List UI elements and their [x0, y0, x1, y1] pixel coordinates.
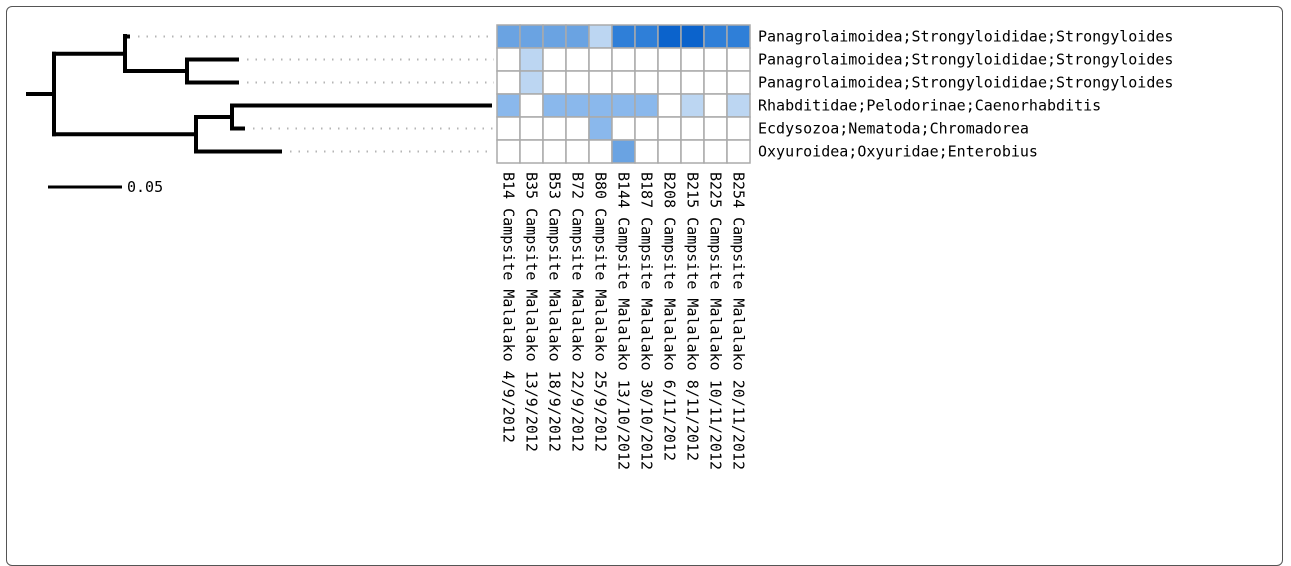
scale-bar: 0.05 — [48, 178, 163, 196]
taxon-label: Panagrolaimoidea;Strongyloididae;Strongy… — [758, 51, 1173, 69]
heatmap-cell — [565, 93, 590, 118]
heatmap-cell — [611, 24, 636, 49]
heatmap-cell — [542, 24, 567, 49]
sample-label: B53 Campsite Malalako 18/9/2012 — [546, 172, 564, 452]
phylogenetic-tree — [26, 34, 492, 154]
heatmap-cell — [588, 47, 613, 72]
heatmap-cell — [657, 139, 682, 164]
sample-label: B225 Campsite Malalako 10/11/2012 — [707, 172, 725, 470]
heatmap-cell — [726, 24, 751, 49]
heatmap-cell — [611, 93, 636, 118]
heatmap-cell — [519, 93, 544, 118]
heatmap-cell — [519, 116, 544, 141]
heatmap-cell — [657, 70, 682, 95]
heatmap-cell — [588, 93, 613, 118]
heatmap-cell — [611, 70, 636, 95]
heatmap-cell — [496, 24, 521, 49]
taxon-labels: Panagrolaimoidea;Strongyloididae;Strongy… — [758, 28, 1173, 161]
taxon-label: Ecdysozoa;Nematoda;Chromadorea — [758, 120, 1029, 138]
heatmap-cell — [565, 70, 590, 95]
heatmap-cell — [588, 70, 613, 95]
heatmap-cell — [519, 139, 544, 164]
heatmap-cell — [519, 70, 544, 95]
heatmap-cell — [542, 47, 567, 72]
taxon-label: Rhabditidae;Pelodorinae;Caenorhabditis — [758, 97, 1101, 115]
heatmap-cell — [496, 47, 521, 72]
heatmap-cell — [726, 116, 751, 141]
heatmap-cell — [611, 47, 636, 72]
sample-label: B72 Campsite Malalako 22/9/2012 — [569, 172, 587, 452]
heatmap-cell — [680, 116, 705, 141]
sample-label: B187 Campsite Malalako 30/10/2012 — [638, 172, 656, 470]
sample-label: B35 Campsite Malalako 13/9/2012 — [523, 172, 541, 452]
heatmap-cell — [634, 70, 659, 95]
scale-bar-label: 0.05 — [127, 178, 163, 196]
heatmap-cell — [542, 93, 567, 118]
heatmap-cell — [519, 47, 544, 72]
sample-label: B208 Campsite Malalako 6/11/2012 — [661, 172, 679, 461]
heatmap-cell — [680, 47, 705, 72]
heatmap-cell — [588, 24, 613, 49]
heatmap-cell — [680, 93, 705, 118]
heatmap-cell — [703, 93, 728, 118]
heatmap-cell — [726, 70, 751, 95]
heatmap-cell — [634, 139, 659, 164]
heatmap-cell — [496, 93, 521, 118]
heatmap-cell — [519, 24, 544, 49]
heatmap-cell — [611, 139, 636, 164]
heatmap-cell — [565, 47, 590, 72]
heatmap-cell — [565, 24, 590, 49]
heatmap-cell — [496, 139, 521, 164]
heatmap-cell — [680, 139, 705, 164]
heatmap-cell — [657, 24, 682, 49]
heatmap-cell — [726, 93, 751, 118]
taxon-label: Oxyuroidea;Oxyuridae;Enterobius — [758, 143, 1038, 161]
heatmap-cell — [565, 116, 590, 141]
sample-label: B80 Campsite Malalako 25/9/2012 — [592, 172, 610, 452]
heatmap-cell — [588, 116, 613, 141]
heatmap-cell — [588, 139, 613, 164]
heatmap-cell — [726, 47, 751, 72]
heatmap-cell — [542, 139, 567, 164]
heatmap-cell — [703, 24, 728, 49]
heatmap-cell — [565, 139, 590, 164]
heatmap-cell — [703, 47, 728, 72]
heatmap-cell — [542, 70, 567, 95]
heatmap-cell — [611, 116, 636, 141]
sample-label: B254 Campsite Malalako 20/11/2012 — [730, 172, 748, 470]
heatmap-cell — [634, 47, 659, 72]
heatmap-cell — [657, 116, 682, 141]
heatmap-cell — [703, 70, 728, 95]
heatmap-cell — [634, 24, 659, 49]
heatmap-cell — [542, 116, 567, 141]
taxon-label: Panagrolaimoidea;Strongyloididae;Strongy… — [758, 74, 1173, 92]
heatmap-cell — [634, 93, 659, 118]
heatmap — [496, 24, 751, 164]
heatmap-cell — [496, 70, 521, 95]
sample-labels: B14 Campsite Malalako 4/9/2012 B35 Campsi… — [500, 172, 748, 470]
taxon-label: Panagrolaimoidea;Strongyloididae;Strongy… — [758, 28, 1173, 46]
heatmap-cell — [496, 116, 521, 141]
sample-label: B14 Campsite Malalako 4/9/2012 — [500, 172, 518, 443]
heatmap-cell — [657, 47, 682, 72]
sample-label: B215 Campsite Malalako 8/11/2012 — [684, 172, 702, 461]
heatmap-cell — [657, 93, 682, 118]
sample-label: B144 Campsite Malalako 13/10/2012 — [615, 172, 633, 470]
heatmap-cell — [726, 139, 751, 164]
heatmap-cell — [703, 116, 728, 141]
tree-heatmap-figure: Panagrolaimoidea;Strongyloididae;Strongy… — [26, 24, 1173, 470]
heatmap-cell — [680, 24, 705, 49]
heatmap-cell — [680, 70, 705, 95]
heatmap-cell — [703, 139, 728, 164]
heatmap-cell — [634, 116, 659, 141]
leader-lines — [138, 35, 494, 153]
